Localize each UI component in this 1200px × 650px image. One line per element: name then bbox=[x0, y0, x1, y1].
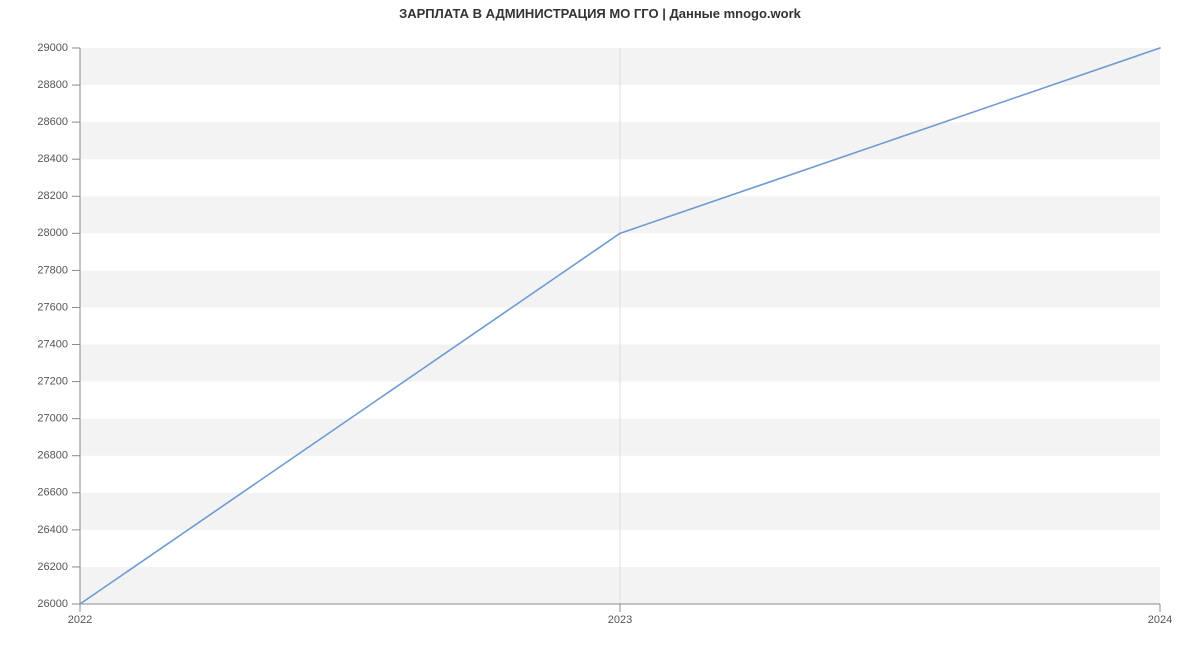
y-tick-label: 26000 bbox=[37, 598, 68, 610]
x-tick-label: 2022 bbox=[68, 614, 92, 626]
y-tick-label: 28600 bbox=[37, 116, 68, 128]
y-tick-label: 27400 bbox=[37, 338, 68, 350]
y-tick-label: 26200 bbox=[37, 561, 68, 573]
y-tick-label: 28800 bbox=[37, 79, 68, 91]
x-tick-label: 2023 bbox=[608, 614, 632, 626]
y-tick-label: 27600 bbox=[37, 301, 68, 313]
y-tick-label: 28000 bbox=[37, 227, 68, 239]
y-tick-label: 27200 bbox=[37, 376, 68, 388]
y-tick-label: 26800 bbox=[37, 450, 68, 462]
y-tick-label: 26400 bbox=[37, 524, 68, 536]
chart-title: ЗАРПЛАТА В АДМИНИСТРАЦИЯ МО ГГО | Данные… bbox=[0, 6, 1200, 21]
y-tick-label: 27800 bbox=[37, 264, 68, 276]
y-tick-label: 28200 bbox=[37, 190, 68, 202]
y-tick-label: 27000 bbox=[37, 413, 68, 425]
chart-svg: 26000 26200 26400 26600 26800 27000 27200 27400… bbox=[0, 0, 1200, 650]
salary-line-chart: ЗАРПЛАТА В АДМИНИСТРАЦИЯ МО ГГО | Данные… bbox=[0, 0, 1200, 650]
y-tick-label: 29000 bbox=[37, 42, 68, 54]
y-tick-label: 28400 bbox=[37, 153, 68, 165]
x-tick-label: 2024 bbox=[1148, 614, 1172, 626]
y-tick-label: 26600 bbox=[37, 487, 68, 499]
